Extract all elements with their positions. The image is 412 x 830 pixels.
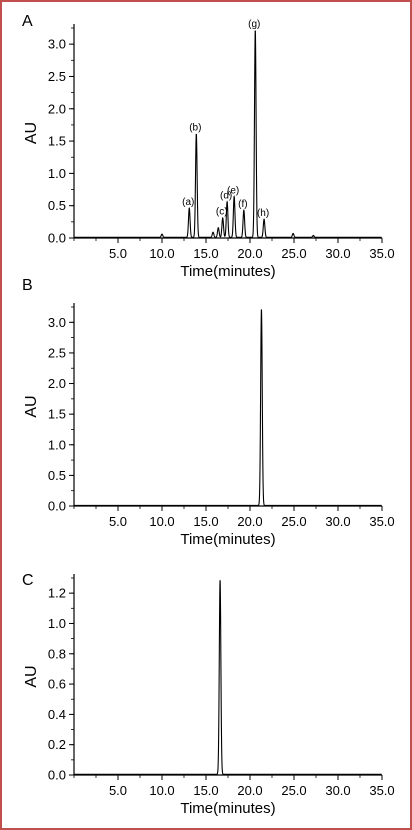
peak-marker	[212, 232, 214, 234]
y-tick-label: 2.0	[48, 376, 66, 391]
peak-marker	[161, 234, 163, 236]
chromatogram-trace	[74, 580, 382, 775]
y-tick-label: 0.0	[48, 499, 66, 514]
peak-marker	[263, 219, 265, 221]
x-axis-label: Time(minutes)	[180, 531, 275, 548]
y-tick-label: 0.5	[48, 198, 66, 213]
y-tick-label: 0.6	[48, 677, 66, 692]
y-tick-label: 0.5	[48, 468, 66, 483]
y-tick-label: 1.0	[48, 166, 66, 181]
x-tick-label: 35.0	[369, 783, 394, 798]
y-tick-label: 0.0	[48, 231, 66, 246]
y-tick-label: 1.0	[48, 437, 66, 452]
x-tick-label: 20.0	[237, 246, 262, 261]
x-tick-label: 25.0	[281, 246, 306, 261]
x-tick-label: 10.0	[149, 246, 174, 261]
peak-marker	[222, 218, 224, 220]
y-tick-label: 1.5	[48, 407, 66, 422]
peak-marker	[312, 235, 314, 237]
peak-label: (f)	[238, 199, 247, 210]
x-axis-label: Time(minutes)	[180, 800, 275, 817]
peak-marker	[292, 233, 294, 235]
x-axis-label: Time(minutes)	[180, 263, 275, 280]
y-tick-label: 1.2	[48, 586, 66, 601]
peak-marker	[226, 201, 228, 204]
y-axis-label: AU	[23, 395, 40, 417]
y-tick-label: 3.0	[48, 37, 66, 52]
x-tick-label: 15.0	[193, 783, 218, 798]
y-tick-label: 2.5	[48, 69, 66, 84]
x-tick-label: 25.0	[281, 783, 306, 798]
peak-label: (e)	[227, 185, 239, 196]
x-tick-label: 15.0	[193, 246, 218, 261]
chart-panel-a: A 5.0 10.0 15.0 20.0 25.0 30.0 35.0 0.0 0.5 1.0 1.5…	[22, 13, 395, 280]
x-tick-label: 15.0	[193, 514, 218, 529]
y-axis-label: AU	[23, 665, 40, 687]
x-tick-label: 10.0	[149, 783, 174, 798]
peak-label: (b)	[189, 123, 201, 134]
y-tick-label: 2.0	[48, 101, 66, 116]
peak-marker	[188, 208, 190, 210]
chromatogram-trace	[74, 309, 382, 506]
y-axis-label: AU	[23, 122, 40, 144]
panel-label: C	[22, 572, 34, 589]
panel-label: A	[22, 13, 33, 30]
y-tick-label: 0.8	[48, 646, 66, 661]
peak-label: (h)	[257, 208, 269, 219]
y-tick-label: 1.0	[48, 616, 66, 631]
x-tick-label: 10.0	[149, 514, 174, 529]
panel-label: B	[22, 277, 33, 294]
x-tick-label: 30.0	[325, 246, 350, 261]
peak-label: (d)	[220, 190, 232, 201]
y-tick-label: 0.2	[48, 737, 66, 752]
chart-panel-b: B 5.0 10.0 15.0 20.0 25.0 30.0 35.0 0.0 0.5 1.0 1.5…	[22, 277, 395, 548]
x-tick-label: 5.0	[109, 514, 127, 529]
x-tick-label: 35.0	[369, 514, 394, 529]
peak-marker	[254, 30, 256, 32]
peak-marker	[219, 580, 221, 582]
x-tick-label: 5.0	[109, 246, 127, 261]
peak-marker	[260, 309, 263, 311]
y-tick-label: 0.0	[48, 768, 66, 783]
x-tick-label: 5.0	[109, 783, 127, 798]
y-tick-label: 3.0	[48, 315, 66, 330]
peak-label: (g)	[248, 19, 260, 30]
x-tick-label: 20.0	[237, 783, 262, 798]
x-tick-label: 25.0	[281, 514, 306, 529]
x-tick-label: 30.0	[325, 514, 350, 529]
peak-label: (c)	[216, 207, 228, 218]
peak-marker	[195, 134, 197, 136]
peak-label: (a)	[182, 197, 194, 208]
x-tick-label: 35.0	[369, 246, 394, 261]
peak-marker	[233, 196, 235, 198]
peak-marker	[217, 227, 219, 229]
y-tick-label: 0.4	[48, 707, 66, 722]
y-tick-label: 1.5	[48, 134, 66, 149]
chart-panel-c: C 5.0 10.0 15.0 20.0 25.0 30.0 35.0 0.0 0.2 0.4 0.6…	[22, 572, 395, 817]
y-tick-label: 2.5	[48, 345, 66, 360]
x-tick-label: 30.0	[325, 783, 350, 798]
x-tick-label: 20.0	[237, 514, 262, 529]
peak-marker	[243, 210, 245, 212]
